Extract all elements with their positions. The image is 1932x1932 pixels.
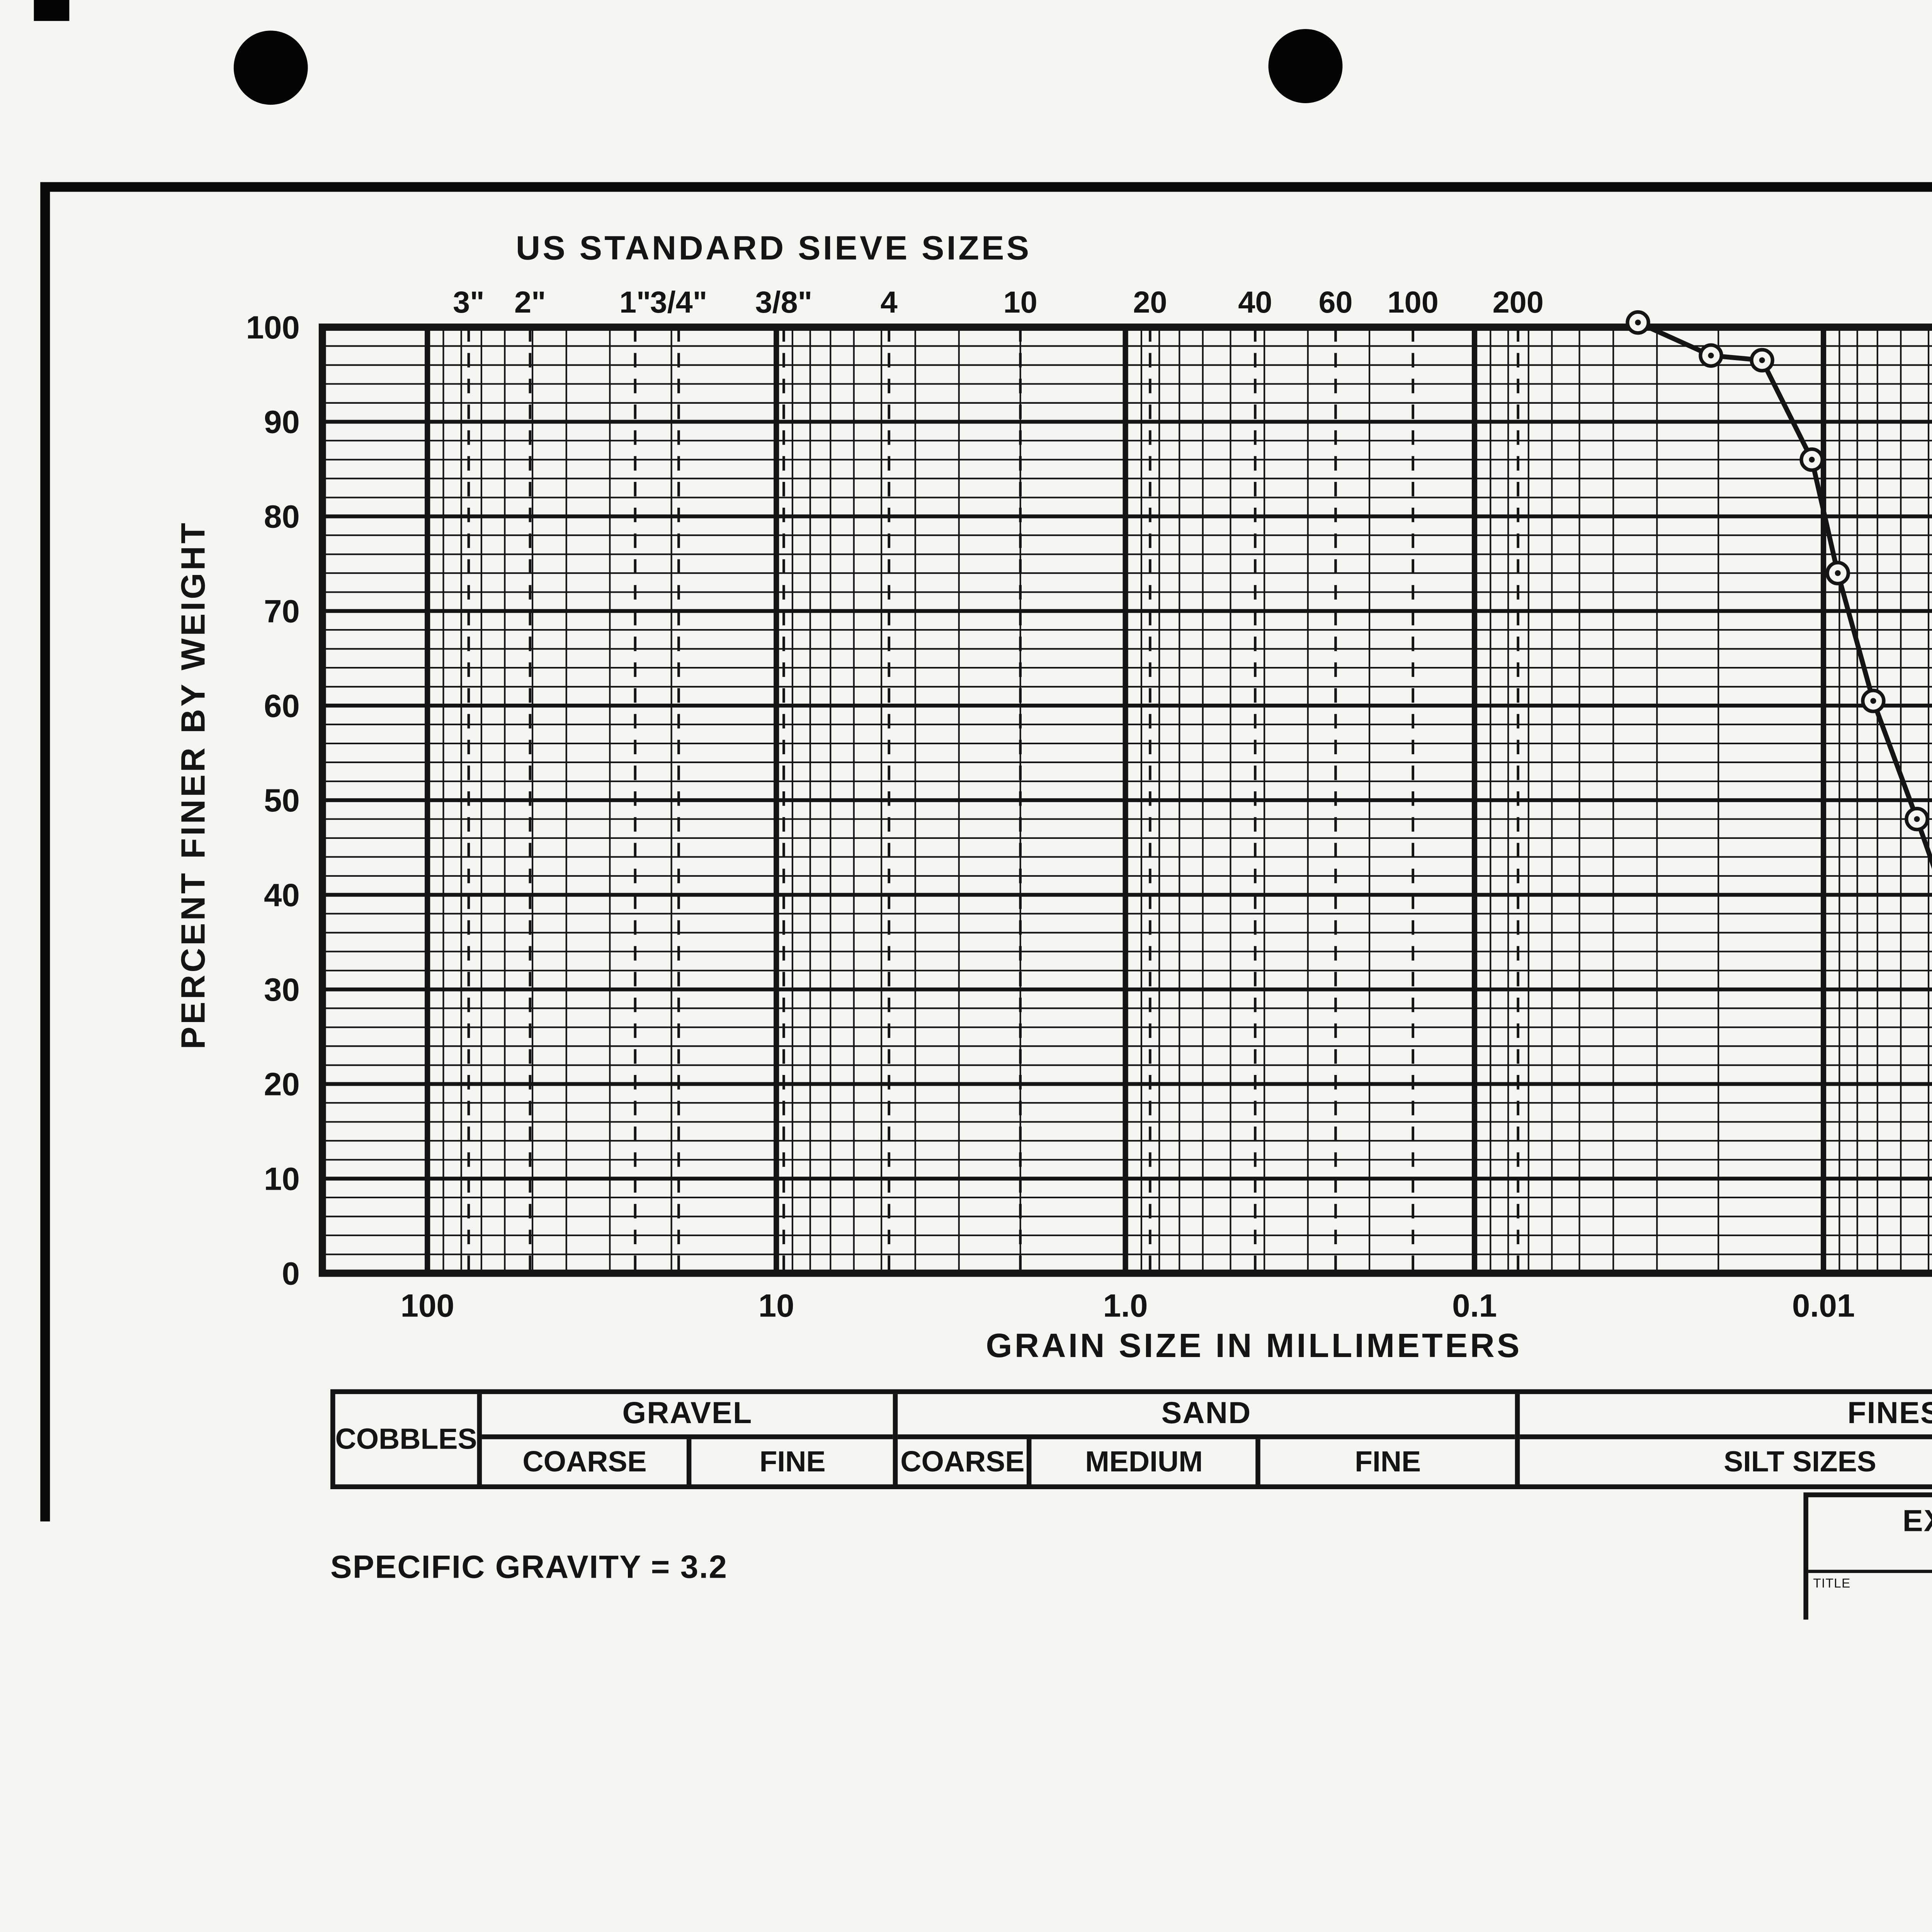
drawing-number-cell: DRAWING NO. FIGURE 3-1 xyxy=(1808,1815,1932,1897)
title-label: TITLE xyxy=(1813,1576,1850,1591)
curve-line xyxy=(1638,323,1932,1212)
data-point-center-dot xyxy=(1759,357,1765,363)
data-point-center-dot xyxy=(1914,816,1920,822)
top-axis-title: US STANDARD SIEVE SIZES xyxy=(516,229,1032,267)
sieve-size-tick-label: 4 xyxy=(881,285,898,319)
sieve-size-tick-label: 3/4" xyxy=(650,285,707,319)
x-axis-title: GRAIN SIZE IN MILLIMETERS xyxy=(986,1327,1522,1364)
x-tick-label: 0.1 xyxy=(1452,1287,1497,1324)
approved1-by-cell: APPROVED BY xyxy=(1808,1744,1932,1776)
scale-label: SCALE xyxy=(1813,1675,1858,1689)
sand-fine-label: FINE xyxy=(1256,1439,1515,1485)
silt-sizes-label: SILT SIZES xyxy=(1520,1439,1932,1485)
drawing-number-label: DRAWING NO. xyxy=(1813,1818,1906,1833)
title-block-company: EXXON MINERALS COMPANY CRANDON PROJECT xyxy=(1808,1497,1932,1573)
data-point-center-dot xyxy=(1635,320,1641,325)
sand-label: SAND xyxy=(898,1394,1515,1439)
sieve-size-tick-label: 20 xyxy=(1133,285,1167,319)
data-point-center-dot xyxy=(1708,353,1714,359)
specific-gravity-note: SPECIFIC GRAVITY = 3.2 xyxy=(330,1551,728,1588)
y-tick-label: 30 xyxy=(264,971,300,1008)
data-point-center-dot xyxy=(1870,698,1876,704)
sand-medium-label: MEDIUM xyxy=(1027,1439,1256,1485)
drawing-title-line2: CHARACTERIZATION xyxy=(1808,1634,1932,1674)
data-point-center-dot xyxy=(1809,457,1815,463)
sieve-size-tick-label: 60 xyxy=(1318,285,1352,319)
title-block-title: TITLE TAILING FINES SIZE CHARACTERIZATIO… xyxy=(1808,1573,1932,1673)
sieve-size-tick-label: 1" xyxy=(619,285,651,319)
soil-classification-bar: COBBLES GRAVEL COARSE FINE SAND COARSE M… xyxy=(330,1389,1932,1489)
fines-label: FINES xyxy=(1520,1394,1932,1439)
data-point-center-dot xyxy=(1835,570,1841,576)
approved3-by-label: APPROVED BY xyxy=(1813,1781,1911,1796)
y-tick-label: 80 xyxy=(264,498,300,535)
y-tick-label: 20 xyxy=(264,1066,300,1102)
x-tick-label: 100 xyxy=(401,1287,454,1324)
classification-cobbles: COBBLES xyxy=(335,1394,477,1485)
sieve-size-tick-label: 3" xyxy=(453,285,485,319)
y-axis-title: PERCENT FINER BY WEIGHT xyxy=(174,520,212,1049)
gravel-label: GRAVEL xyxy=(482,1394,893,1439)
classification-gravel: GRAVEL COARSE FINE xyxy=(477,1394,893,1485)
classification-fines: FINES SILT SIZES CLAY SIZES xyxy=(1515,1394,1932,1485)
x-tick-label: 10 xyxy=(759,1287,794,1324)
y-tick-label: 100 xyxy=(246,309,300,345)
sieve-size-tick-label: 100 xyxy=(1388,285,1439,319)
sieve-size-tick-label: 40 xyxy=(1238,285,1272,319)
title-block-row-approved1: APPROVED BY DATE APPROVED BY C. C. Schro… xyxy=(1808,1744,1932,1779)
y-tick-label: 10 xyxy=(264,1160,300,1197)
cobbles-label: COBBLES xyxy=(335,1422,477,1456)
sieve-size-tick-label: 3/8" xyxy=(755,285,812,319)
gravel-fine-label: FINE xyxy=(687,1439,893,1485)
scanned-drawing-page: 3" 2" 1" 3/4" 3/8" 4 10 20 40 60 100 200 100 10 1.0 0.1… xyxy=(0,0,1932,1932)
y-tick-label: 70 xyxy=(264,593,300,629)
y-tick-label: 90 xyxy=(264,404,300,440)
drawn-by-value: BWM xyxy=(1893,1710,1932,1729)
title-block-scale-row: SCALE STATE WISCONSIN COUNTY FOREST xyxy=(1808,1673,1932,1708)
title-block: EXXON MINERALS COMPANY CRANDON PROJECT T… xyxy=(1803,1492,1932,1901)
drawn-by-label: DRAWN BY xyxy=(1813,1713,1886,1728)
title-block-row-drawn: DRAWN BY BWM DATE 07/23/82 CHECKED BY R … xyxy=(1808,1708,1932,1744)
sieve-size-tick-label: 200 xyxy=(1493,285,1544,319)
approved3-by-cell: APPROVED BY xyxy=(1808,1779,1932,1811)
grain-size-distribution-chart: 3" 2" 1"3/4" 3/8" 4 10 20 40 60 100 200100 10 1.0 0.1… xyxy=(0,0,1932,1932)
title-block-bottom-row: DRAWING NO. FIGURE 3-1 SHEET OF REVISION… xyxy=(1808,1815,1932,1897)
classification-sand: SAND COARSE MEDIUM FINE xyxy=(893,1394,1515,1485)
sand-coarse-label: COARSE xyxy=(898,1439,1027,1485)
y-tick-label: 40 xyxy=(264,877,300,913)
x-tick-label: 1.0 xyxy=(1103,1287,1148,1324)
sieve-size-lines: 3" 2" 1"3/4" 3/8" 4 10 20 40 60 100 200 xyxy=(453,285,1544,1273)
sieve-size-tick-label: 10 xyxy=(1003,285,1037,319)
scale-cell: SCALE xyxy=(1808,1673,1932,1705)
y-tick-label: 60 xyxy=(264,687,300,724)
sieve-size-tick-label: 2" xyxy=(514,285,546,319)
project-name: CRANDON PROJECT xyxy=(1808,1544,1932,1563)
gravel-coarse-label: COARSE xyxy=(482,1439,687,1485)
axis-labels: 100101.00.10.010.00101020304050607080901… xyxy=(174,229,1932,1364)
x-tick-label: 0.01 xyxy=(1792,1287,1855,1324)
approved1-by-label: APPROVED BY xyxy=(1813,1745,1911,1760)
y-tick-label: 0 xyxy=(282,1255,299,1291)
title-block-row-approved2: APPROVED BY DATE EXXON D. S. M. DATE 1-8… xyxy=(1808,1779,1932,1815)
drawn-by-cell: DRAWN BY BWM xyxy=(1808,1708,1932,1740)
y-tick-label: 50 xyxy=(264,782,300,818)
company-name: EXXON MINERALS COMPANY xyxy=(1808,1505,1932,1541)
grid-lines xyxy=(322,327,1932,1273)
